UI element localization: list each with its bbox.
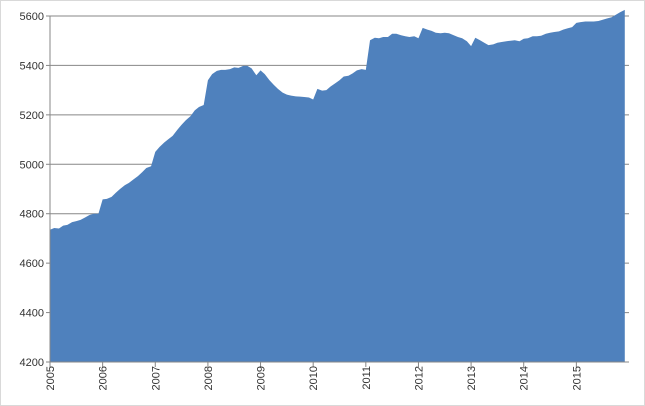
x-tick-label: 2006	[98, 366, 110, 390]
x-axis-ticks: 2005 2006 2007 2008 2009 2010 2011 2012 2013 2014…	[45, 362, 583, 390]
x-tick-label: 2008	[203, 366, 215, 390]
x-tick-label: 2010	[308, 366, 320, 390]
x-tick-label: 2014	[519, 366, 531, 390]
y-axis-ticks: 4200 4400 4600 4800 5000 5200 5400 5600	[20, 11, 50, 369]
y-tick-label: 5400	[20, 60, 44, 72]
x-tick-label: 2013	[466, 366, 478, 390]
x-tick-label: 2015	[571, 366, 583, 390]
y-tick-label: 5000	[20, 159, 44, 171]
axes	[49, 16, 629, 363]
x-tick-label: 2005	[45, 366, 57, 390]
y-tick-label: 5600	[20, 11, 44, 23]
x-tick-label: 2011	[361, 366, 373, 390]
series-area-path	[50, 9, 625, 362]
y-tick-label: 4800	[20, 209, 44, 221]
x-tick-label: 2012	[413, 366, 425, 390]
x-tick-label: 2009	[256, 366, 268, 390]
y-tick-label: 4400	[20, 308, 44, 320]
series-area	[50, 9, 625, 362]
x-tick-label: 2007	[150, 366, 162, 390]
y-tick-label: 4600	[20, 258, 44, 270]
y-tick-label: 5200	[20, 110, 44, 122]
y-tick-label: 4200	[20, 357, 44, 369]
